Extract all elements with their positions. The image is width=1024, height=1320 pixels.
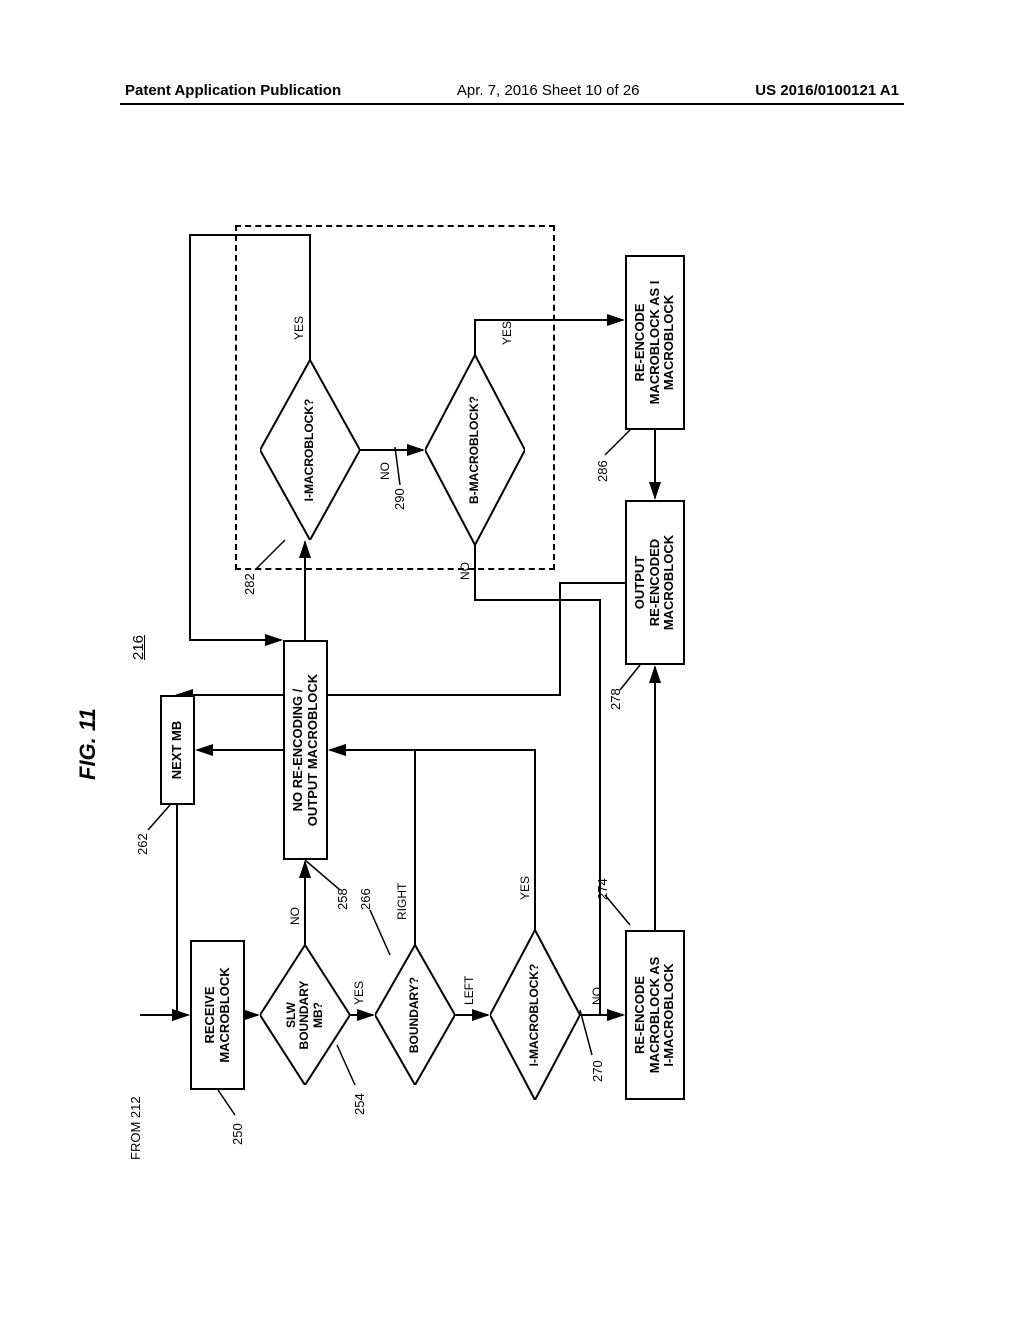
node-label: NO RE-ENCODING / OUTPUT MACROBLOCK bbox=[291, 674, 321, 826]
node-i-macroblock-left: I-MACROBLOCK? bbox=[490, 930, 580, 1100]
edge-label-no: NO bbox=[378, 462, 392, 480]
node-label: NEXT MB bbox=[170, 721, 185, 780]
ref-278: 278 bbox=[608, 688, 623, 710]
figure-area: FIG. 11 216 bbox=[130, 200, 890, 1200]
edge-label-yes: YES bbox=[518, 876, 532, 900]
node-label: B-MACROBLOCK? bbox=[468, 396, 481, 504]
ref-258: 258 bbox=[335, 888, 350, 910]
ref-290: 290 bbox=[392, 488, 407, 510]
node-b-macroblock: B-MACROBLOCK? bbox=[425, 355, 525, 545]
node-label: SLW BOUNDARY MB? bbox=[285, 981, 325, 1050]
node-label: I-MACROBLOCK? bbox=[303, 399, 316, 502]
edge-label-yes: YES bbox=[352, 981, 366, 1005]
node-reencode-left: RE-ENCODE MACROBLOCK AS I-MACROBLOCK bbox=[625, 930, 685, 1100]
node-output-reencoded: OUTPUT RE-ENCODED MACROBLOCK bbox=[625, 500, 685, 665]
node-i-macroblock-right: I-MACROBLOCK? bbox=[260, 360, 360, 540]
node-label: RECEIVE MACROBLOCK bbox=[203, 967, 233, 1062]
node-label: I-MACROBLOCK? bbox=[528, 964, 541, 1067]
edge-label-right: RIGHT bbox=[395, 883, 409, 920]
ref-286: 286 bbox=[595, 460, 610, 482]
header-rule bbox=[120, 103, 904, 105]
edge-label-yes: YES bbox=[500, 321, 514, 345]
ref-282: 282 bbox=[242, 573, 257, 595]
ref-from-212: FROM 212 bbox=[128, 1096, 143, 1160]
node-label: RE-ENCODE MACROBLOCK AS I-MACROBLOCK bbox=[633, 957, 678, 1074]
ref-270: 270 bbox=[590, 1060, 605, 1082]
node-label: BOUNDARY? bbox=[408, 977, 421, 1053]
figure-number: 216 bbox=[130, 635, 147, 660]
node-reencode-right: RE-ENCODE MACROBLOCK AS I MACROBLOCK bbox=[625, 255, 685, 430]
edge-label-yes: YES bbox=[292, 316, 306, 340]
header-right: US 2016/0100121 A1 bbox=[755, 82, 899, 99]
flowchart-canvas: FIG. 11 216 bbox=[130, 200, 890, 1200]
header-left: Patent Application Publication bbox=[125, 82, 341, 99]
edge-label-no: NO bbox=[458, 562, 472, 580]
node-slw-boundary-mb: SLW BOUNDARY MB? bbox=[260, 945, 350, 1085]
figure-title: FIG. 11 bbox=[75, 708, 101, 780]
header-mid: Apr. 7, 2016 Sheet 10 of 26 bbox=[457, 82, 640, 99]
node-boundary: BOUNDARY? bbox=[375, 945, 455, 1085]
ref-274: 274 bbox=[595, 878, 610, 900]
ref-262: 262 bbox=[135, 833, 150, 855]
edge-label-left: LEFT bbox=[462, 976, 476, 1005]
node-next-mb: NEXT MB bbox=[160, 695, 195, 805]
node-no-reencoding-output: NO RE-ENCODING / OUTPUT MACROBLOCK bbox=[283, 640, 328, 860]
ref-266: 266 bbox=[358, 888, 373, 910]
ref-250: 250 bbox=[230, 1123, 245, 1145]
page-header: Patent Application Publication Apr. 7, 2… bbox=[0, 82, 1024, 99]
node-receive-macroblock: RECEIVE MACROBLOCK bbox=[190, 940, 245, 1090]
ref-254: 254 bbox=[352, 1093, 367, 1115]
edge-label-no: NO bbox=[288, 907, 302, 925]
edge-label-no: NO bbox=[590, 987, 604, 1005]
node-label: RE-ENCODE MACROBLOCK AS I MACROBLOCK bbox=[633, 281, 678, 405]
node-label: OUTPUT RE-ENCODED MACROBLOCK bbox=[633, 535, 678, 630]
